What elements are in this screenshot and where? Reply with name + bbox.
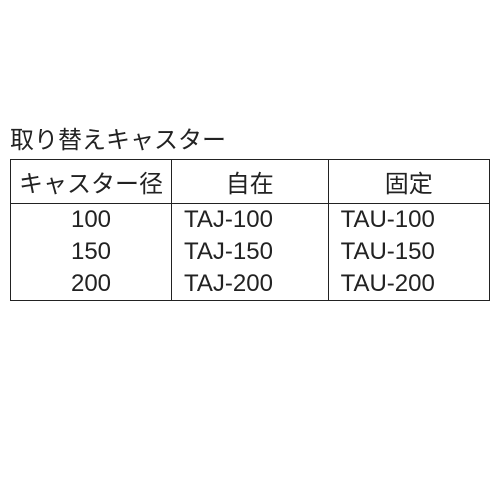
table-row: 100 TAJ-100 TAU-100 (11, 203, 490, 236)
cell-fixed: TAU-100 (328, 203, 489, 236)
header-swivel: 自在 (172, 159, 329, 203)
cell-swivel: TAJ-150 (172, 236, 329, 268)
table-row: 200 TAJ-200 TAU-200 (11, 268, 490, 301)
cell-swivel: TAJ-200 (172, 268, 329, 301)
header-diameter: キャスター径 (11, 159, 172, 203)
cell-diameter: 200 (11, 268, 172, 301)
content-wrapper: 取り替えキャスター キャスター径 自在 固定 100 TAJ-100 TAU-1… (10, 120, 490, 301)
table-row: 150 TAJ-150 TAU-150 (11, 236, 490, 268)
cell-diameter: 100 (11, 203, 172, 236)
header-fixed: 固定 (328, 159, 489, 203)
table-title: 取り替えキャスター (10, 120, 490, 155)
cell-swivel: TAJ-100 (172, 203, 329, 236)
cell-fixed: TAU-200 (328, 268, 489, 301)
cell-diameter: 150 (11, 236, 172, 268)
table-header-row: キャスター径 自在 固定 (11, 159, 490, 203)
cell-fixed: TAU-150 (328, 236, 489, 268)
caster-table: キャスター径 自在 固定 100 TAJ-100 TAU-100 150 TAJ… (10, 159, 490, 301)
